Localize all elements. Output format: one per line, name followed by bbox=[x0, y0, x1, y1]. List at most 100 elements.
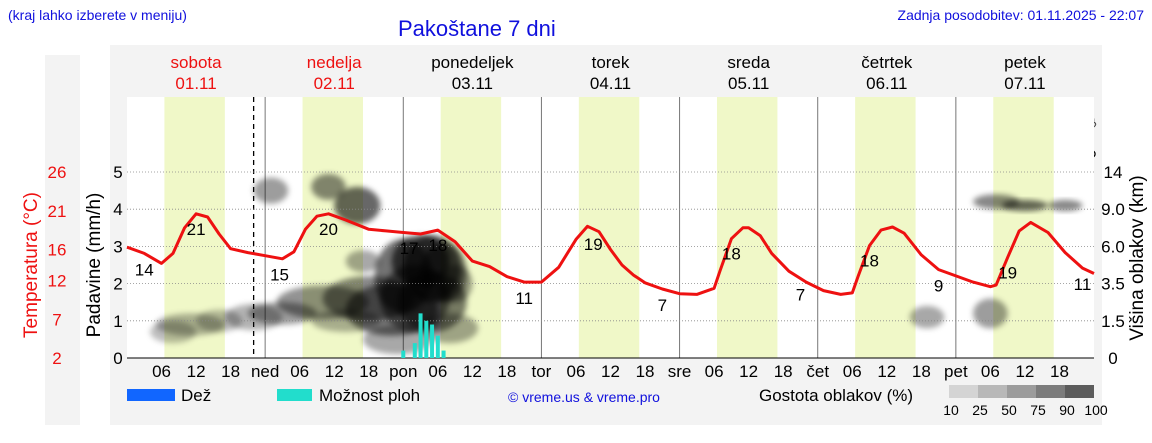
hour-tick: 12 bbox=[463, 362, 482, 381]
hour-tick: 18 bbox=[1050, 362, 1069, 381]
cloud-density-cell bbox=[1047, 199, 1083, 212]
day-short-tick: pon bbox=[389, 362, 417, 381]
cloud-density-cell bbox=[437, 265, 473, 303]
shower-bar bbox=[435, 335, 440, 358]
hour-tick: 06 bbox=[152, 362, 171, 381]
temperature-label: 7 bbox=[796, 285, 805, 304]
cloud-height-tick: 0 bbox=[1108, 349, 1117, 368]
temp-tick: 16 bbox=[48, 241, 67, 260]
temp-axis-title: Temperatura (°C) bbox=[21, 192, 42, 338]
precip-tick: 1 bbox=[113, 312, 122, 331]
temperature-label: 19 bbox=[998, 263, 1017, 282]
hour-tick: 06 bbox=[843, 362, 862, 381]
temperature-label: 17 bbox=[400, 239, 419, 258]
cloud-density-legend-title: Gostota oblakov (%) bbox=[759, 386, 913, 405]
rain-legend-label: Dež bbox=[181, 386, 211, 405]
day-name: nedelja bbox=[307, 53, 362, 72]
page-title: Pakoštane 7 dni bbox=[398, 16, 556, 41]
day-short-tick: tor bbox=[532, 362, 552, 381]
hour-tick: 06 bbox=[705, 362, 724, 381]
day-short-tick: pet bbox=[944, 362, 968, 381]
day-date: 01.11 bbox=[175, 74, 216, 93]
hour-tick: 18 bbox=[359, 362, 378, 381]
cloud-height-tick: 6.0 bbox=[1101, 237, 1125, 256]
shower-bar bbox=[424, 320, 429, 358]
day-name: četrtek bbox=[861, 53, 913, 72]
temperature-line bbox=[126, 212, 1095, 296]
density-level-label: 25 bbox=[972, 402, 988, 418]
shower-bar bbox=[401, 350, 406, 358]
temp-tick: 2 bbox=[52, 349, 61, 368]
density-swatch bbox=[949, 385, 978, 398]
precip-axis-title: Padavine (mm/h) bbox=[84, 193, 105, 338]
day-short-tick: sre bbox=[668, 362, 692, 381]
temperature-label: 20 bbox=[319, 220, 338, 239]
day-date: 04.11 bbox=[590, 74, 631, 93]
hour-tick: 18 bbox=[636, 362, 655, 381]
temperature-label: 18 bbox=[860, 252, 879, 271]
temperature-label: 9 bbox=[934, 277, 943, 296]
density-level-label: 90 bbox=[1059, 402, 1075, 418]
density-level-label: 100 bbox=[1084, 402, 1108, 418]
hour-tick: 12 bbox=[187, 362, 206, 381]
density-swatch bbox=[1065, 385, 1094, 398]
day-short-tick: ned bbox=[251, 362, 279, 381]
hour-tick: 12 bbox=[325, 362, 344, 381]
hour-tick: 12 bbox=[1015, 362, 1034, 381]
cloud-density-cell bbox=[196, 309, 243, 332]
shower-bar bbox=[418, 313, 423, 358]
day-date: 02.11 bbox=[314, 74, 355, 93]
day-name: sobota bbox=[171, 53, 223, 72]
day-name: torek bbox=[592, 53, 630, 72]
density-swatch bbox=[1036, 385, 1065, 398]
density-level-label: 10 bbox=[943, 402, 959, 418]
day-date: 06.11 bbox=[866, 74, 907, 93]
precip-tick: 2 bbox=[113, 275, 122, 294]
shower-bar bbox=[412, 343, 417, 358]
cloud-height-tick: 14 bbox=[1104, 163, 1123, 182]
temp-tick: 12 bbox=[48, 272, 67, 291]
day-name: petek bbox=[1004, 53, 1046, 72]
hour-tick: 12 bbox=[601, 362, 620, 381]
temperature-label: 14 bbox=[135, 260, 154, 279]
density-swatch bbox=[978, 385, 1007, 398]
temperature-label: 15 bbox=[270, 265, 289, 284]
precip-tick: 3 bbox=[113, 237, 122, 256]
cloud-height-tick: 1.5 bbox=[1101, 312, 1125, 331]
day-date: 03.11 bbox=[452, 74, 493, 93]
cloud-height-axis-title: Višina oblakov (km) bbox=[1127, 175, 1148, 340]
cloud-density-cell bbox=[150, 320, 197, 344]
location-hint[interactable]: (kraj lahko izberete v meniju) bbox=[8, 7, 187, 23]
hour-tick: 18 bbox=[497, 362, 516, 381]
hour-tick: 06 bbox=[567, 362, 586, 381]
last-updated: Zadnja posodobitev: 01.11.2025 - 22:07 bbox=[897, 7, 1144, 23]
temperature-label: 18 bbox=[428, 236, 447, 255]
hour-tick: 12 bbox=[739, 362, 758, 381]
precip-tick: 4 bbox=[113, 200, 122, 219]
cloud-density-cell bbox=[1001, 199, 1048, 212]
temperature-label: 11 bbox=[1074, 275, 1092, 294]
precip-tick: 0 bbox=[113, 349, 122, 368]
cloud-density-cell bbox=[253, 177, 289, 204]
temperature-label: 11 bbox=[515, 289, 533, 308]
shower-bar bbox=[441, 350, 446, 358]
shower-bar bbox=[430, 324, 435, 358]
precip-tick: 5 bbox=[113, 163, 122, 182]
hour-tick: 06 bbox=[428, 362, 447, 381]
hour-tick: 06 bbox=[981, 362, 1000, 381]
cloud-density-cell bbox=[345, 250, 381, 273]
hour-tick: 06 bbox=[290, 362, 309, 381]
temp-tick: 26 bbox=[48, 163, 67, 182]
temp-tick: 7 bbox=[52, 310, 61, 329]
shower-legend-label: Možnost ploh bbox=[319, 386, 420, 405]
shower-swatch bbox=[277, 389, 312, 401]
cloud-height-tick: 3.5 bbox=[1101, 275, 1125, 294]
copyright-link[interactable]: © vreme.us & vreme.pro bbox=[508, 389, 660, 405]
cloud-density-cell bbox=[909, 305, 945, 329]
day-name: sreda bbox=[727, 53, 770, 72]
temperature-label: 21 bbox=[187, 220, 206, 239]
day-short-tick: čet bbox=[806, 362, 829, 381]
day-date: 07.11 bbox=[1004, 74, 1045, 93]
cloud-height-tick: 9.0 bbox=[1101, 200, 1125, 219]
